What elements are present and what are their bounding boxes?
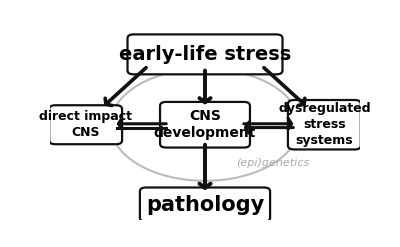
Text: early-life stress: early-life stress	[119, 45, 291, 64]
FancyBboxPatch shape	[128, 34, 282, 74]
FancyBboxPatch shape	[160, 102, 250, 147]
Text: (epi)genetics: (epi)genetics	[237, 158, 310, 168]
FancyBboxPatch shape	[140, 187, 270, 222]
Text: dysregulated
stress
systems: dysregulated stress systems	[278, 102, 371, 147]
FancyBboxPatch shape	[288, 100, 361, 149]
Text: direct impact
CNS: direct impact CNS	[39, 110, 132, 139]
FancyBboxPatch shape	[49, 105, 122, 144]
Text: CNS
development: CNS development	[154, 109, 256, 140]
Text: pathology: pathology	[146, 195, 264, 215]
